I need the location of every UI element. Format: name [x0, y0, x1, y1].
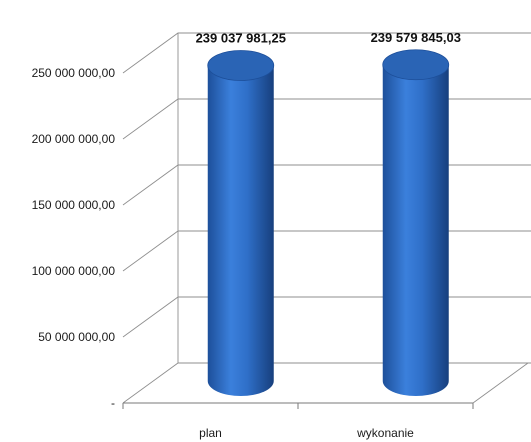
bar-body [382, 64, 449, 397]
bar-plan [207, 50, 275, 397]
y-tick-label: 100 000 000,00 [32, 264, 116, 278]
gridline [122, 164, 531, 206]
gridlines [122, 32, 531, 404]
y-tick-label: 250 000 000,00 [32, 66, 116, 80]
x-category-label: wykonanie [356, 426, 414, 440]
bar-wykonanie [382, 49, 450, 397]
data-label: 239 579 845,03 [371, 30, 461, 45]
floor-right-edge [472, 362, 529, 404]
bar-top [207, 50, 275, 81]
y-tick-label: - [111, 396, 115, 410]
x-category-label: plan [199, 426, 222, 440]
y-tick-label: 200 000 000,00 [32, 132, 116, 146]
bars [207, 49, 450, 397]
gridline [122, 98, 531, 140]
x-axis-category-labels: plan wykonanie [199, 426, 414, 440]
axes [122, 362, 529, 409]
y-tick-label: 150 000 000,00 [32, 198, 116, 212]
gridline [122, 32, 531, 74]
bar-body [207, 65, 274, 397]
data-label: 239 037 981,25 [196, 30, 286, 45]
gridline [122, 296, 531, 338]
y-axis-tick-labels: - 50 000 000,00 100 000 000,00 150 000 000,… [32, 66, 116, 410]
gridline [122, 362, 531, 404]
y-tick-label: 50 000 000,00 [38, 330, 115, 344]
gridline [122, 230, 531, 272]
bar-top [382, 49, 450, 81]
data-labels: 239 037 981,25 239 579 845,03 [196, 30, 461, 46]
